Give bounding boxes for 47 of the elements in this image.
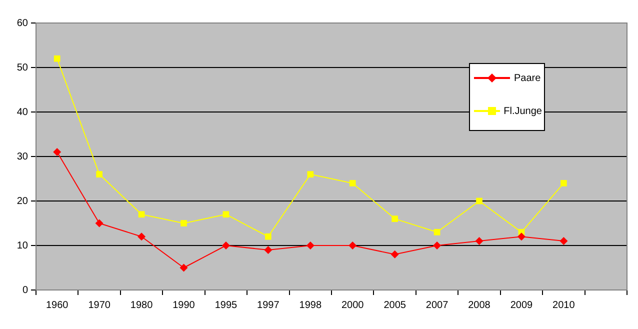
x-tick-label: 1997 [257, 300, 280, 311]
point [434, 228, 440, 236]
point [306, 242, 314, 250]
y-tick-label: 60 [16, 18, 28, 29]
point [349, 180, 356, 186]
y-tick-label: 50 [16, 62, 28, 74]
point [138, 211, 145, 218]
point [180, 220, 187, 226]
point [222, 242, 230, 250]
point [53, 148, 62, 156]
y-tick-label: 40 [16, 106, 28, 118]
point [96, 171, 103, 178]
y-tick-label: 0 [22, 284, 28, 296]
y-tick-label: 30 [16, 151, 28, 162]
x-tick-label: 1970 [88, 300, 111, 311]
point [392, 216, 398, 222]
point [138, 232, 146, 241]
point [264, 246, 272, 254]
y-tick-label: 10 [16, 240, 28, 252]
x-tick-label: 1990 [172, 300, 196, 311]
x-tick-label: 2009 [510, 300, 534, 311]
point [264, 233, 272, 240]
x-tick-label: 2005 [384, 300, 406, 311]
point [476, 198, 482, 204]
point [433, 242, 442, 250]
point [348, 242, 357, 250]
legend-label: Paare [514, 72, 541, 84]
x-tick-label: 1998 [299, 300, 322, 311]
x-tick-label: 1980 [130, 300, 154, 311]
point [307, 171, 314, 178]
x-tick-label: 1960 [46, 300, 69, 311]
legend-label: Fl.Junge [504, 106, 542, 116]
x-tick-label: 2000 [341, 300, 364, 311]
point [95, 219, 104, 228]
x-tick-label: 2010 [552, 300, 576, 311]
point [517, 232, 526, 241]
y-tick-label: 20 [16, 196, 28, 207]
x-tick-label: 1995 [214, 300, 238, 311]
point [54, 55, 60, 62]
point [180, 264, 188, 272]
point [475, 237, 484, 246]
point [222, 211, 230, 218]
point [390, 250, 399, 258]
x-tick-label: 2008 [468, 300, 491, 311]
point [560, 237, 568, 246]
point [560, 180, 567, 186]
x-tick-label: 2007 [426, 300, 449, 311]
